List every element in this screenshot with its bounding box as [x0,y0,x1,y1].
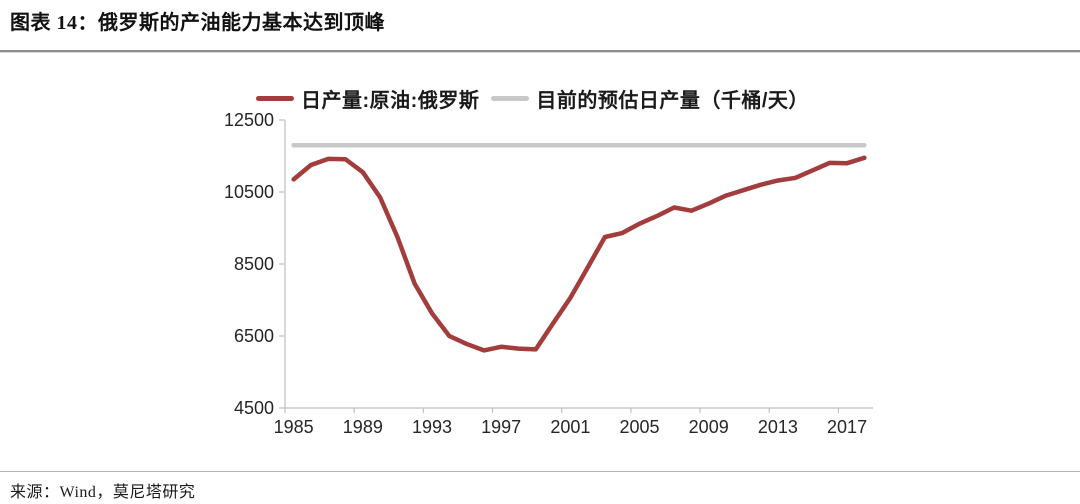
x-tick-label: 2017 [827,417,867,437]
legend-swatch-production-icon [256,95,294,101]
x-tick-label: 1985 [274,417,314,437]
x-tick-label: 2013 [758,417,798,437]
title-divider [0,50,1080,53]
legend-swatch-estimate-icon [491,95,530,101]
legend-item-estimate: 目前的预估日产量（千桶/天） [491,84,809,113]
y-tick-label: 6500 [234,326,274,346]
y-tick-label: 4500 [234,398,274,418]
x-tick-label: 2005 [620,417,660,437]
legend-item-production: 日产量:原油:俄罗斯 [256,84,479,113]
x-tick-label: 2009 [689,417,729,437]
x-tick-label: 2001 [550,417,590,437]
source-divider [0,471,1080,472]
x-tick-label: 1993 [412,417,452,437]
y-tick-label: 10500 [224,182,274,202]
chart-title: 图表 14：俄罗斯的产油能力基本达到顶峰 [10,12,385,34]
source-note: 来源：Wind，莫尼塔研究 [10,484,196,501]
legend-label-production: 日产量:原油:俄罗斯 [301,89,480,112]
y-tick-label: 12500 [224,110,274,130]
y-tick-label: 8500 [234,254,274,274]
x-tick-label: 1997 [481,417,521,437]
chart-legend: 日产量:原油:俄罗斯 目前的预估日产量（千桶/天） [256,84,809,112]
production-line [291,155,867,353]
x-tick-label: 1989 [343,417,383,437]
legend-label-estimate: 目前的预估日产量（千桶/天） [536,89,809,112]
